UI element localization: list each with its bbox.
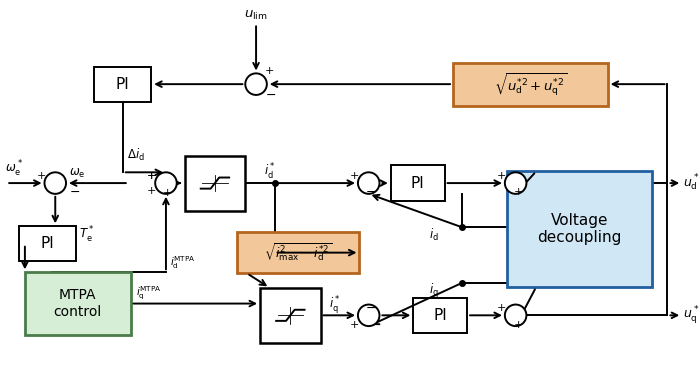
Bar bbox=[25, 272, 131, 335]
Bar bbox=[185, 156, 245, 211]
Text: $-$: $-$ bbox=[265, 88, 276, 101]
Text: $u_\mathrm{q}^*$: $u_\mathrm{q}^*$ bbox=[683, 304, 699, 327]
Text: $-$: $-$ bbox=[365, 301, 376, 314]
Text: $+$: $+$ bbox=[496, 170, 506, 181]
Circle shape bbox=[45, 172, 66, 194]
Circle shape bbox=[505, 304, 526, 326]
Text: $+$: $+$ bbox=[146, 170, 156, 181]
Text: $i_\mathrm{d}^\mathrm{MTPA}$: $i_\mathrm{d}^\mathrm{MTPA}$ bbox=[170, 254, 195, 271]
Text: $i_\mathrm{d}^*$: $i_\mathrm{d}^*$ bbox=[264, 162, 276, 183]
Text: PI: PI bbox=[411, 175, 425, 191]
Circle shape bbox=[245, 73, 267, 95]
Bar bbox=[94, 67, 151, 102]
Bar bbox=[260, 288, 321, 343]
Text: $+$: $+$ bbox=[349, 319, 359, 329]
Text: $i_\mathrm{q}^\mathrm{MTPA}$: $i_\mathrm{q}^\mathrm{MTPA}$ bbox=[136, 285, 161, 303]
Circle shape bbox=[505, 172, 526, 194]
Text: $+$: $+$ bbox=[512, 319, 523, 329]
Text: $-$: $-$ bbox=[365, 186, 376, 198]
Circle shape bbox=[155, 172, 176, 194]
Circle shape bbox=[358, 304, 379, 326]
Text: $+$: $+$ bbox=[146, 170, 156, 181]
Text: $T_\mathrm{e}^*$: $T_\mathrm{e}^*$ bbox=[79, 225, 95, 245]
Text: PI: PI bbox=[116, 77, 130, 92]
Text: $+$: $+$ bbox=[512, 186, 523, 197]
Text: $\omega_\mathrm{e}^*$: $\omega_\mathrm{e}^*$ bbox=[6, 159, 23, 180]
Bar bbox=[19, 226, 76, 261]
Bar bbox=[413, 298, 467, 333]
Text: MTPA
control: MTPA control bbox=[54, 288, 102, 319]
Text: $\sqrt{i_\mathrm{max}^2-i_\mathrm{d}^{*2}}$: $\sqrt{i_\mathrm{max}^2-i_\mathrm{d}^{*2… bbox=[264, 242, 332, 263]
Text: $\Delta i_\mathrm{d}$: $\Delta i_\mathrm{d}$ bbox=[127, 147, 145, 163]
Text: $i_\mathrm{q}^*$: $i_\mathrm{q}^*$ bbox=[328, 294, 340, 316]
Text: $u_\mathrm{d}^*$: $u_\mathrm{d}^*$ bbox=[683, 173, 699, 193]
Text: $u_\mathrm{lim}$: $u_\mathrm{lim}$ bbox=[244, 9, 268, 22]
Text: $+$: $+$ bbox=[496, 302, 506, 313]
Text: $+$: $+$ bbox=[162, 187, 172, 198]
Text: $+$: $+$ bbox=[36, 170, 47, 181]
Text: PI: PI bbox=[41, 236, 55, 251]
Text: $i_\mathrm{d}$: $i_\mathrm{d}$ bbox=[429, 227, 439, 243]
Text: PI: PI bbox=[433, 308, 447, 323]
Text: $\omega_\mathrm{e}$: $\omega_\mathrm{e}$ bbox=[69, 167, 85, 180]
Bar bbox=[237, 232, 359, 273]
Bar bbox=[391, 165, 444, 201]
Text: $\sqrt{u_\mathrm{d}^{*2}+u_\mathrm{q}^{*2}}$: $\sqrt{u_\mathrm{d}^{*2}+u_\mathrm{q}^{*… bbox=[494, 71, 567, 98]
Text: $-$: $-$ bbox=[69, 186, 80, 198]
Bar bbox=[507, 171, 652, 287]
Text: $i_\mathrm{q}$: $i_\mathrm{q}$ bbox=[429, 282, 439, 300]
Bar bbox=[453, 62, 608, 106]
Text: $+$: $+$ bbox=[349, 170, 359, 181]
Text: Voltage
decoupling: Voltage decoupling bbox=[537, 213, 622, 245]
Text: $+$: $+$ bbox=[264, 65, 274, 76]
Text: $+$: $+$ bbox=[146, 186, 156, 196]
Circle shape bbox=[358, 172, 379, 194]
